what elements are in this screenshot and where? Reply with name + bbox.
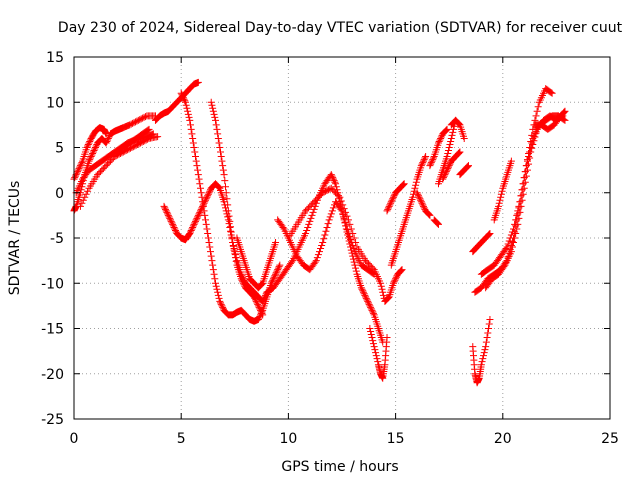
series-arc30 [113,125,153,156]
y-tick-label: 0 [55,186,64,202]
series-arc26 [477,85,556,278]
plus-markers [430,216,442,228]
plus-markers [366,325,391,382]
series-arc9 [233,234,280,292]
plus-markers [447,116,468,142]
plus-markers [482,112,567,292]
x-tick-label: 10 [279,431,297,447]
plus-markers [426,125,451,170]
x-tick-label: 20 [494,431,512,447]
y-tick-label: 15 [46,50,64,66]
series-arc15 [383,180,408,215]
plus-markers [76,133,162,210]
y-tick-label: 10 [46,95,64,111]
x-tick-label: 25 [601,431,619,447]
y-tick-label: 5 [55,141,64,157]
plus-markers [113,125,153,156]
series-arc8 [207,98,267,319]
plus-markers [177,89,284,325]
series-arc7 [177,89,284,325]
series-arc13 [366,325,391,382]
series-arc22 [430,216,442,228]
plus-markers [531,107,569,133]
plus-markers [233,234,280,292]
series-arc10 [263,171,387,346]
series-arc12 [284,184,406,305]
x-tick-label: 15 [387,431,405,447]
y-axis-label: SDTVAR / TECUs [7,181,23,296]
series-arc16 [413,189,434,219]
series-arc23 [469,229,494,256]
series-arc24 [469,315,494,387]
x-tick-label: 5 [177,431,186,447]
plus-markers [477,85,556,278]
series-arc20 [439,148,464,183]
plus-markers [439,148,464,183]
chart-title: Day 230 of 2024, Sidereal Day-to-day VTE… [58,20,623,36]
grid-layer [74,57,610,419]
x-tick-label: 0 [70,431,79,447]
plus-markers [413,189,434,219]
plus-markers [151,78,202,124]
series-arc29 [531,107,569,133]
plus-markers [387,153,430,269]
plus-markers [383,180,408,215]
series-arc27 [482,112,567,292]
y-tick-label: -25 [41,412,64,428]
axis-ticks: 0 5 10 15 20 25 -25 -20 -15 -10 -5 0 5 10 15 [41,50,619,447]
series-arc19 [447,116,468,142]
plus-markers [490,157,515,224]
series-arc28 [490,157,515,224]
series-arc5 [151,78,202,124]
series-arc4 [76,133,162,210]
plus-markers [469,315,494,387]
series-arc14 [387,153,430,269]
plus-markers [263,171,387,346]
series-arc21 [456,162,472,179]
y-tick-label: -20 [41,367,64,383]
y-tick-label: -10 [41,276,64,292]
plus-markers [207,98,267,319]
x-axis-label: GPS time / hours [281,459,398,475]
plus-markers [284,184,406,305]
plus-markers [469,229,494,256]
series-arc17 [426,125,451,170]
y-tick-label: -15 [41,322,64,338]
data-marks [70,78,569,387]
plus-markers [456,162,472,179]
y-tick-label: -5 [50,231,64,247]
